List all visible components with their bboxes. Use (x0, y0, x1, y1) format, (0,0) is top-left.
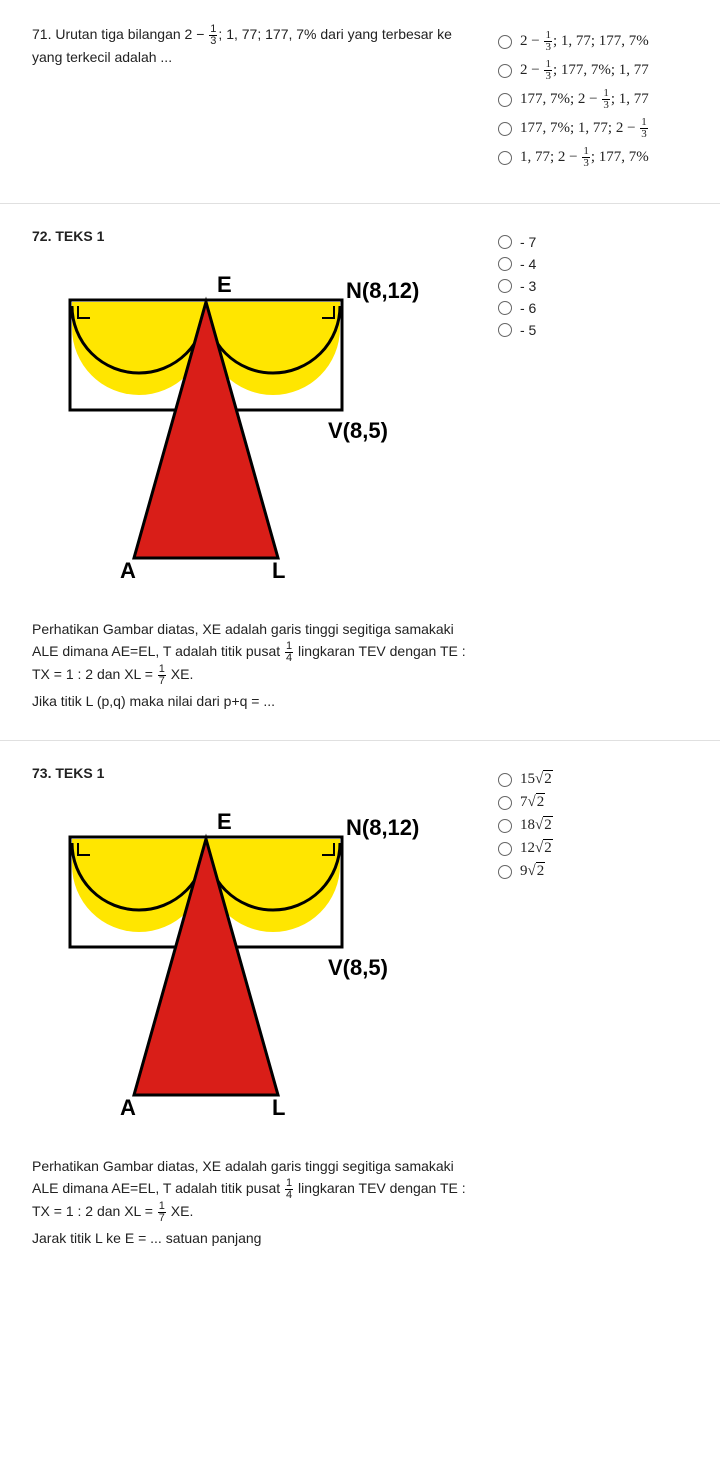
q71-option-4[interactable]: 1, 77; 2 − 13; 177, 7% (498, 146, 688, 169)
svg-text:L: L (272, 558, 285, 583)
q73-option-4[interactable]: 9√2 (498, 863, 688, 880)
q72-figure: E N(8,12) V(8,5) A L (32, 258, 474, 601)
q72-option-3[interactable]: - 6 (498, 300, 688, 316)
radio-icon (498, 35, 512, 49)
q72-desc-4: Jika titik L (p,q) maka nilai dari p+q =… (32, 691, 474, 713)
radio-icon (498, 796, 512, 810)
radio-icon (498, 842, 512, 856)
radio-icon (498, 865, 512, 879)
radio-icon (498, 93, 512, 107)
svg-text:E: E (217, 272, 232, 297)
q73-desc-3: XE. (167, 1203, 193, 1219)
q71-option-3[interactable]: 177, 7%; 1, 77; 2 − 13 (498, 117, 688, 140)
radio-icon (498, 323, 512, 337)
q71-option-1[interactable]: 2 − 13; 177, 7%; 1, 77 (498, 59, 688, 82)
question-options: - 7 - 4 - 3 - 6 - 5 (498, 228, 688, 712)
svg-text:L: L (272, 1095, 285, 1120)
q72-option-2[interactable]: - 3 (498, 278, 688, 294)
radio-icon (498, 235, 512, 249)
question-prompt: 71. Urutan tiga bilangan 2 − 13; 1, 77; … (32, 24, 474, 175)
radio-icon (498, 301, 512, 315)
option-label: - 6 (520, 300, 536, 316)
question-73: 73. TEKS 1 EN(8,12)V(8,5)AL Perhatikan G… (0, 741, 720, 1277)
question-options: 2 − 13; 1, 77; 177, 7% 2 − 13; 177, 7%; 1… (498, 24, 688, 175)
radio-icon (498, 773, 512, 787)
radio-icon (498, 122, 512, 136)
option-label: 12√2 (520, 840, 553, 857)
q72-desc-3: XE. (167, 666, 193, 682)
svg-text:A: A (120, 558, 136, 583)
q72-option-0[interactable]: - 7 (498, 234, 688, 250)
q71-text-1: 71. Urutan tiga bilangan 2 − (32, 26, 208, 42)
q73-option-3[interactable]: 12√2 (498, 840, 688, 857)
svg-text:N(8,12): N(8,12) (346, 278, 419, 303)
q73-option-1[interactable]: 7√2 (498, 794, 688, 811)
option-label: - 5 (520, 322, 536, 338)
option-label: 177, 7%; 1, 77; 2 − 13 (520, 117, 649, 140)
q73-figure: E N(8,12) V(8,5) A L (32, 795, 474, 1138)
option-label: 18√2 (520, 817, 553, 834)
option-label: 2 − 13; 1, 77; 177, 7% (520, 30, 649, 53)
question-71: 71. Urutan tiga bilangan 2 − 13; 1, 77; … (0, 0, 720, 204)
svg-text:N(8,12): N(8,12) (346, 815, 419, 840)
option-label: 2 − 13; 177, 7%; 1, 77 (520, 59, 649, 82)
radio-icon (498, 64, 512, 78)
option-label: 177, 7%; 2 − 13; 1, 77 (520, 88, 649, 111)
q73-desc-4: Jarak titik L ke E = ... satuan panjang (32, 1228, 474, 1250)
option-label: 15√2 (520, 771, 553, 788)
q73-title: 73. TEKS 1 (32, 765, 474, 781)
q71-option-0[interactable]: 2 − 13; 1, 77; 177, 7% (498, 30, 688, 53)
q73-option-2[interactable]: 18√2 (498, 817, 688, 834)
question-72: 72. TEKS 1 EN(8,12)V(8,5)AL Perhatikan G… (0, 204, 720, 741)
q72-option-4[interactable]: - 5 (498, 322, 688, 338)
radio-icon (498, 279, 512, 293)
option-label: 7√2 (520, 794, 545, 811)
option-label: - 4 (520, 256, 536, 272)
radio-icon (498, 819, 512, 833)
option-label: - 3 (520, 278, 536, 294)
q71-option-2[interactable]: 177, 7%; 2 − 13; 1, 77 (498, 88, 688, 111)
option-label: 1, 77; 2 − 13; 177, 7% (520, 146, 649, 169)
radio-icon (498, 151, 512, 165)
q72-title: 72. TEKS 1 (32, 228, 474, 244)
svg-text:V(8,5): V(8,5) (328, 418, 388, 443)
question-options: 15√2 7√2 18√2 12√2 9√2 (498, 765, 688, 1249)
svg-text:E: E (217, 809, 232, 834)
svg-text:V(8,5): V(8,5) (328, 955, 388, 980)
q72-option-1[interactable]: - 4 (498, 256, 688, 272)
option-label: - 7 (520, 234, 536, 250)
radio-icon (498, 257, 512, 271)
svg-text:A: A (120, 1095, 136, 1120)
q73-option-0[interactable]: 15√2 (498, 771, 688, 788)
option-label: 9√2 (520, 863, 545, 880)
